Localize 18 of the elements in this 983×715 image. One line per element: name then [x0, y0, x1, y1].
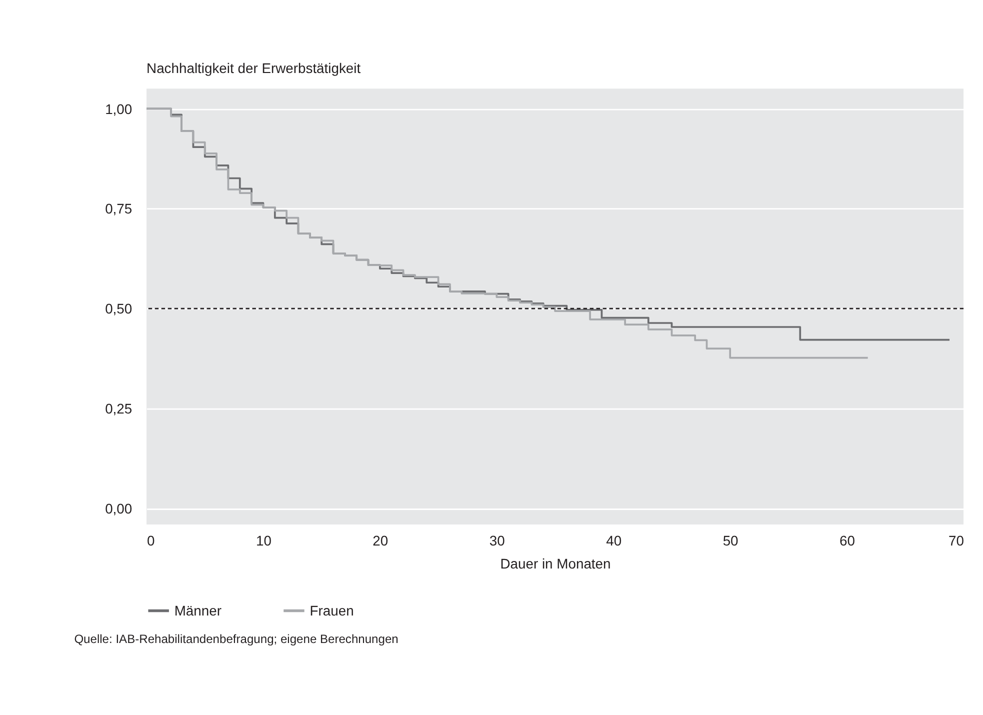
x-tick-label: 40 [606, 532, 622, 548]
y-tick-label: 0,75 [105, 200, 132, 217]
y-axis-title: Nachhaltigkeit der Erwerbstätigkeit [146, 60, 361, 76]
y-tick-label: 0,00 [105, 500, 132, 517]
y-tick-label: 0,25 [105, 400, 132, 417]
y-tick-label: 0,50 [105, 300, 132, 317]
legend-label: Männer [174, 602, 222, 618]
x-tick-label: 10 [256, 532, 272, 548]
x-tick-label: 70 [948, 532, 964, 548]
source-note: Quelle: IAB-Rehabilitandenbefragung; eigene Berechnungen [74, 632, 398, 646]
y-tick-label: 1,00 [105, 100, 132, 117]
x-tick-label: 60 [840, 532, 856, 548]
x-tick-label: 30 [489, 532, 506, 548]
x-tick-label: 0 [146, 532, 155, 548]
legend-label: Frauen [310, 602, 354, 618]
x-tick-label: 50 [722, 532, 739, 548]
x-axis-title: Dauer in Monaten [500, 556, 611, 572]
x-tick-label: 20 [372, 532, 388, 548]
